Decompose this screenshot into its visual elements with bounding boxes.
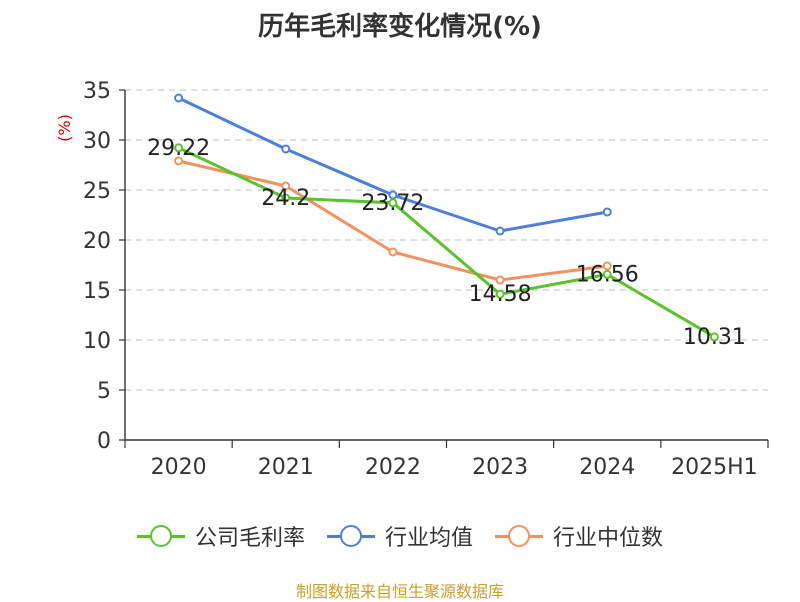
series-0	[174, 143, 719, 342]
chart-title: 历年毛利率变化情况(%)	[258, 12, 542, 42]
data-label: 23.72	[361, 191, 424, 216]
data-point	[709, 332, 719, 342]
legend-marker-icon	[326, 525, 375, 547]
data-point	[495, 289, 505, 299]
x-tick-label: 2025H1	[671, 455, 758, 480]
data-point	[388, 247, 398, 257]
data-labels: 29.22 24.2 23.72 14.58 16.56 10.31	[147, 136, 746, 350]
data-point	[602, 261, 612, 271]
data-label: 29.22	[147, 136, 210, 161]
series-line	[177, 146, 716, 339]
legend-marker-icon	[136, 525, 185, 547]
x-tick-label: 2023	[472, 455, 528, 480]
data-point	[495, 275, 505, 285]
legend: 公司毛利率 行业均值 行业中位数	[0, 520, 800, 552]
y-tick-label: 35	[83, 79, 111, 104]
data-point	[281, 193, 291, 203]
axes: 0 5 10 15 20 25 30 35 2020 2021 2022 2023 2024 2025H1	[83, 79, 769, 480]
y-tick-label: 5	[97, 379, 111, 404]
y-tick-label: 15	[83, 279, 111, 304]
y-axis-label: (%)	[55, 114, 74, 142]
data-point	[602, 207, 612, 217]
data-point	[388, 198, 398, 208]
x-tick-label: 2024	[579, 455, 635, 480]
y-tick-label: 25	[83, 179, 111, 204]
data-label: 14.58	[469, 282, 532, 307]
data-label: 10.31	[683, 325, 746, 350]
legend-label: 行业中位数	[553, 526, 664, 551]
y-tick-label: 0	[97, 429, 111, 454]
legend-item[interactable]: 行业均值	[326, 520, 473, 552]
legend-marker-icon	[495, 525, 543, 547]
data-point	[174, 93, 184, 103]
data-point	[281, 181, 291, 191]
x-tick-label: 2020	[151, 455, 207, 480]
legend-label: 行业均值	[384, 526, 473, 551]
series-lines	[174, 93, 719, 342]
y-tick-label: 10	[83, 329, 111, 354]
series-2	[174, 156, 612, 285]
x-tick-label: 2021	[258, 455, 314, 480]
data-label: 24.2	[261, 186, 310, 211]
legend-item[interactable]: 行业中位数	[495, 520, 663, 552]
data-point	[495, 226, 505, 236]
data-label: 16.56	[576, 262, 639, 287]
data-point	[281, 144, 291, 154]
data-point	[602, 269, 612, 279]
grid-lines	[125, 89, 768, 391]
source-note: 制图数据来自恒生聚源数据库	[295, 582, 504, 601]
legend-label: 公司毛利率	[194, 526, 305, 551]
x-tick-label: 2022	[365, 455, 421, 480]
y-tick-label: 30	[83, 129, 111, 154]
legend-item[interactable]: 公司毛利率	[136, 520, 305, 552]
data-point	[174, 143, 184, 153]
data-point	[174, 156, 184, 166]
y-tick-label: 20	[83, 229, 111, 254]
